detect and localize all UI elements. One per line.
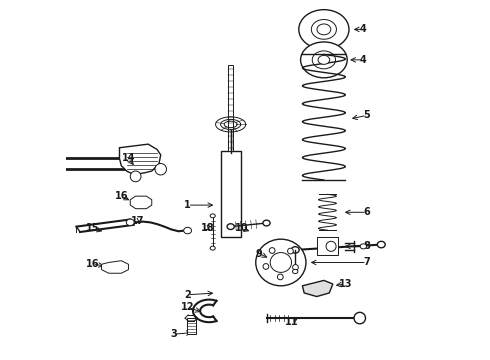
Ellipse shape (299, 10, 349, 49)
Text: 16: 16 (86, 259, 99, 269)
Text: 15: 15 (86, 224, 99, 233)
Polygon shape (101, 261, 128, 273)
Ellipse shape (360, 244, 367, 249)
Text: 7: 7 (364, 257, 370, 267)
Circle shape (270, 248, 275, 253)
Ellipse shape (256, 239, 306, 286)
Text: 11: 11 (285, 317, 298, 327)
Circle shape (326, 241, 336, 251)
Ellipse shape (263, 220, 270, 226)
Ellipse shape (311, 19, 337, 39)
Text: 17: 17 (131, 216, 144, 226)
Text: 8: 8 (364, 241, 370, 251)
Circle shape (293, 265, 298, 270)
Text: 4: 4 (360, 55, 367, 65)
Ellipse shape (126, 219, 134, 226)
Text: 10: 10 (235, 224, 248, 233)
Bar (187, 318, 196, 334)
Text: 13: 13 (339, 279, 352, 289)
Ellipse shape (184, 227, 192, 234)
Text: 5: 5 (364, 111, 370, 121)
Text: 6: 6 (364, 207, 370, 217)
Circle shape (288, 248, 294, 254)
Text: 9: 9 (256, 248, 263, 258)
Text: 2: 2 (184, 290, 191, 300)
Text: 16: 16 (115, 191, 128, 201)
Ellipse shape (300, 42, 347, 78)
Ellipse shape (227, 224, 234, 229)
Circle shape (354, 312, 366, 324)
Ellipse shape (270, 253, 292, 273)
Polygon shape (302, 280, 333, 297)
Ellipse shape (312, 51, 336, 69)
Polygon shape (130, 196, 152, 209)
Circle shape (263, 264, 269, 269)
Polygon shape (120, 144, 161, 175)
Text: 1: 1 (184, 200, 191, 210)
Text: 3: 3 (170, 329, 177, 339)
Bar (317, 237, 338, 255)
Ellipse shape (377, 241, 385, 248)
Circle shape (155, 163, 167, 175)
Text: 4: 4 (360, 24, 367, 35)
Bar (220, 151, 241, 237)
Bar (228, 65, 233, 151)
Text: 18: 18 (200, 224, 214, 233)
Circle shape (130, 171, 141, 182)
Ellipse shape (293, 269, 298, 274)
Text: 14: 14 (122, 153, 135, 163)
Ellipse shape (318, 55, 330, 64)
Ellipse shape (317, 24, 331, 35)
Ellipse shape (210, 246, 215, 250)
Text: 12: 12 (181, 302, 195, 312)
Circle shape (277, 274, 283, 280)
Ellipse shape (291, 247, 299, 253)
Ellipse shape (210, 214, 215, 218)
